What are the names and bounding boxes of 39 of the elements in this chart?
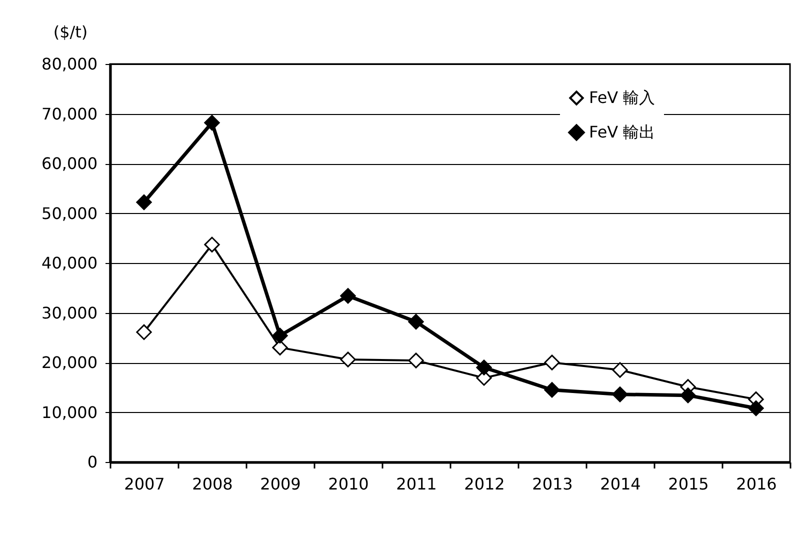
point [272,340,288,356]
x-tick-label: 2007 [124,474,165,494]
point [340,352,356,368]
y-tick-label: 30,000 [42,303,98,322]
y-tick-label: 80,000 [42,54,98,74]
y-tick-label: 40,000 [42,254,98,272]
point [408,314,424,330]
point [136,194,152,210]
point [204,114,220,131]
y-tick-label: 50,000 [42,204,98,223]
y-tick-label: 60,000 [42,154,98,173]
point [544,354,560,370]
x-tick-label: 2010 [328,474,369,494]
point [612,386,628,402]
y-tick-label: 10,000 [42,402,98,422]
point [612,362,628,378]
x-tick-label: 2015 [668,474,709,494]
point [408,352,424,368]
y-axis-title: ($/t) [53,22,88,42]
x-tick-label: 2008 [192,474,233,494]
x-tick-label: 2013 [532,474,573,494]
point [340,288,356,304]
y-tick-label: 70,000 [42,104,98,124]
point [272,328,288,344]
point [204,236,220,252]
x-tick-label: 2011 [396,474,437,494]
legend-label: FeV 輸入 [589,88,656,107]
x-tick-label: 2009 [260,474,301,494]
x-tick-label: 2016 [736,474,777,494]
point [680,388,696,404]
y-tick-label: 20,000 [42,353,98,372]
x-tick-label: 2014 [600,474,641,494]
legend-label: FeV 輸出 [589,122,656,142]
point [136,324,152,340]
point [476,360,492,376]
y-tick-label: 0 [87,452,98,472]
point [748,400,764,416]
point [544,382,560,398]
x-tick-label: 2012 [464,474,505,494]
